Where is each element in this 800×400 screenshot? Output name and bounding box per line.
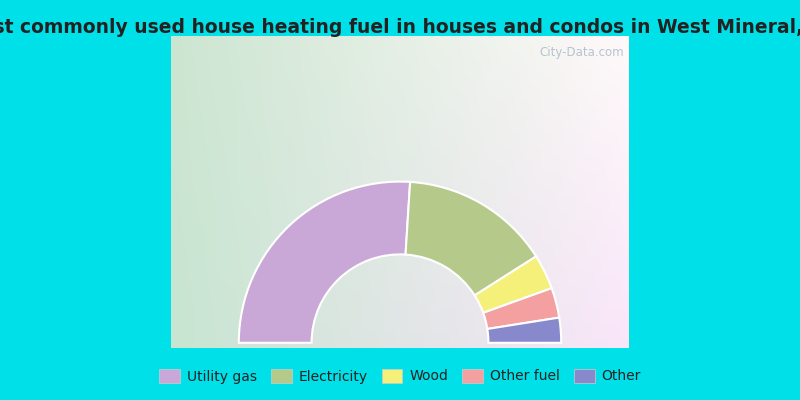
Wedge shape [487,318,562,343]
Wedge shape [238,182,410,343]
Wedge shape [474,256,552,313]
Legend: Utility gas, Electricity, Wood, Other fuel, Other: Utility gas, Electricity, Wood, Other fu… [154,363,646,389]
Text: Most commonly used house heating fuel in houses and condos in West Mineral, KS: Most commonly used house heating fuel in… [0,18,800,37]
Text: City-Data.com: City-Data.com [539,46,624,60]
Wedge shape [406,182,536,296]
Wedge shape [483,288,559,329]
